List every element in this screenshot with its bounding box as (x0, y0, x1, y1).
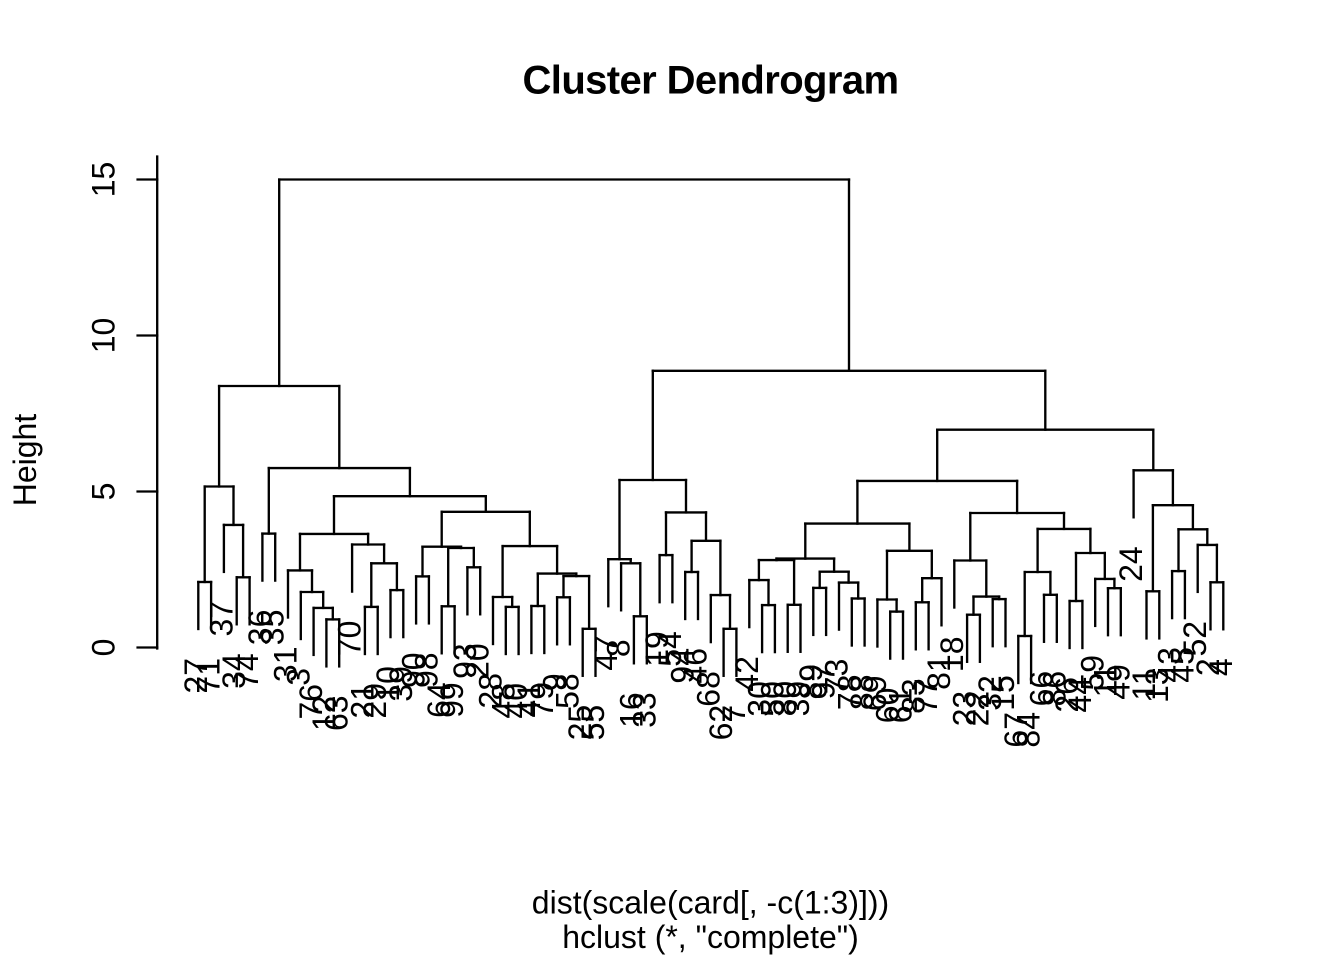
svg-text:12: 12 (306, 695, 342, 731)
svg-text:74: 74 (229, 653, 265, 689)
svg-text:35: 35 (255, 610, 291, 646)
svg-text:77: 77 (908, 678, 944, 714)
svg-text:67: 67 (998, 712, 1034, 748)
svg-text:13: 13 (1139, 667, 1175, 703)
svg-text:61: 61 (883, 688, 919, 724)
svg-text:49: 49 (1100, 664, 1136, 700)
svg-text:37: 37 (203, 601, 239, 637)
svg-text:Cluster Dendrogram: Cluster Dendrogram (523, 58, 899, 102)
svg-text:44: 44 (1062, 677, 1098, 713)
svg-text:10: 10 (370, 666, 406, 702)
svg-text:70: 70 (332, 621, 368, 657)
svg-text:hclust (*, "complete"): hclust (*, "complete") (562, 919, 859, 955)
svg-text:5: 5 (86, 483, 122, 501)
svg-text:93: 93 (447, 643, 483, 679)
svg-text:10: 10 (86, 318, 122, 354)
svg-text:86: 86 (1036, 671, 1072, 707)
svg-text:94: 94 (665, 648, 701, 684)
svg-text:25: 25 (562, 705, 598, 741)
svg-text:43: 43 (1152, 647, 1188, 683)
svg-text:78: 78 (831, 675, 867, 711)
svg-text:63: 63 (319, 695, 355, 731)
svg-text:66: 66 (1024, 671, 1060, 707)
svg-text:59: 59 (1075, 655, 1111, 691)
svg-text:Height: Height (7, 414, 43, 507)
svg-text:29: 29 (357, 683, 393, 719)
svg-text:81: 81 (921, 654, 957, 690)
svg-text:68: 68 (690, 671, 726, 707)
svg-text:97: 97 (806, 664, 842, 700)
svg-text:47: 47 (588, 635, 624, 671)
svg-text:41: 41 (511, 682, 547, 718)
svg-text:79: 79 (524, 682, 560, 718)
svg-text:42: 42 (729, 656, 765, 692)
svg-text:71: 71 (191, 658, 227, 694)
svg-text:48: 48 (485, 683, 521, 719)
svg-text:31: 31 (268, 647, 304, 683)
svg-text:7: 7 (716, 705, 752, 723)
svg-text:64: 64 (421, 682, 457, 718)
svg-text:52: 52 (1177, 621, 1213, 657)
svg-text:9: 9 (537, 673, 573, 691)
svg-text:21: 21 (344, 683, 380, 719)
svg-text:24: 24 (1113, 546, 1149, 582)
svg-text:11: 11 (1088, 664, 1124, 697)
svg-text:62: 62 (703, 705, 739, 741)
svg-text:19: 19 (639, 631, 675, 667)
svg-text:98: 98 (408, 652, 444, 688)
svg-text:23: 23 (947, 691, 983, 727)
svg-text:34: 34 (216, 653, 252, 689)
svg-text:76: 76 (293, 684, 329, 720)
svg-text:55: 55 (575, 705, 611, 741)
svg-text:60: 60 (870, 688, 906, 724)
svg-text:83: 83 (895, 678, 931, 714)
svg-text:90: 90 (396, 652, 432, 688)
svg-text:88: 88 (844, 675, 880, 711)
svg-text:46: 46 (678, 648, 714, 684)
svg-text:58: 58 (549, 673, 585, 709)
svg-text:3: 3 (280, 668, 316, 686)
svg-text:39: 39 (780, 681, 816, 717)
svg-text:22: 22 (959, 691, 995, 727)
svg-text:54: 54 (652, 631, 688, 667)
svg-text:36: 36 (242, 610, 278, 646)
svg-text:89: 89 (793, 664, 829, 700)
svg-text:80: 80 (767, 681, 803, 717)
svg-text:32: 32 (972, 675, 1008, 711)
svg-text:28: 28 (473, 673, 509, 709)
svg-text:39: 39 (383, 666, 419, 702)
svg-text:69: 69 (857, 676, 893, 712)
svg-text:11: 11 (1126, 667, 1162, 700)
svg-text:15: 15 (86, 162, 122, 198)
svg-text:0: 0 (86, 639, 122, 657)
svg-text:50: 50 (754, 681, 790, 717)
svg-text:dist(scale(card[, -c(1:3)])): dist(scale(card[, -c(1:3)])) (532, 884, 889, 920)
svg-text:99: 99 (434, 682, 470, 718)
svg-text:33: 33 (626, 692, 662, 728)
svg-text:84: 84 (1011, 712, 1047, 748)
svg-text:73: 73 (819, 659, 855, 695)
svg-text:18: 18 (934, 637, 970, 673)
svg-text:20: 20 (460, 643, 496, 679)
svg-text:4: 4 (1203, 658, 1239, 676)
svg-text:16: 16 (613, 692, 649, 728)
svg-text:15: 15 (985, 675, 1021, 711)
svg-text:30: 30 (742, 681, 778, 717)
svg-text:27: 27 (178, 658, 214, 694)
svg-text:26: 26 (1049, 677, 1085, 713)
svg-text:40: 40 (498, 683, 534, 719)
svg-text:2: 2 (1190, 658, 1226, 676)
svg-text:8: 8 (601, 639, 637, 657)
svg-text:45: 45 (1164, 647, 1200, 683)
